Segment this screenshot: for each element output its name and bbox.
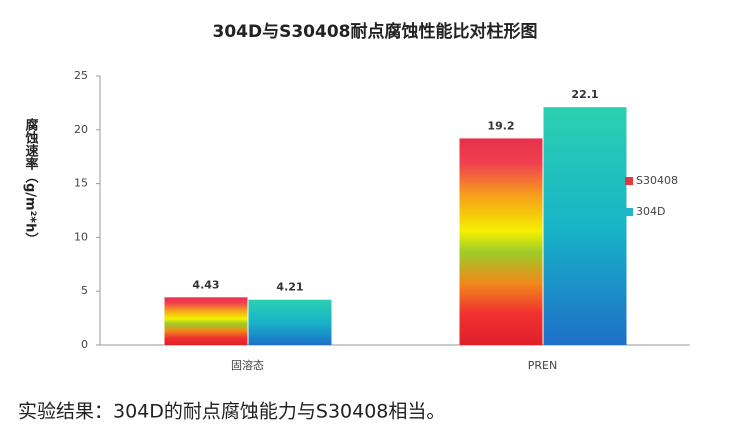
legend-label: 304D [636,205,665,218]
x-tick-label: 固溶态 [231,358,264,372]
legend-label: S30408 [636,174,678,187]
legend-swatch [625,208,633,216]
y-tick-label: 0 [81,338,88,351]
bar [164,297,248,345]
bar [248,299,332,345]
value-label: 19.2 [487,119,514,132]
legend-swatch [625,177,633,185]
y-tick-label: 5 [81,284,88,297]
bar [543,107,627,345]
x-tick-label: PREN [528,359,557,372]
y-axis-label: 腐蚀速率（g/m²*h） [23,117,40,245]
y-tick-label: 10 [74,230,88,243]
chart-title: 304D与S30408耐点腐蚀性能比对柱形图 [213,21,538,42]
value-label: 4.43 [192,278,219,291]
caption: 实验结果：304D的耐点腐蚀能力与S30408相当。 [18,401,445,423]
y-tick-label: 20 [74,123,88,136]
y-tick-label: 25 [74,69,88,82]
value-label: 22.1 [571,88,598,101]
value-label: 4.21 [276,281,303,294]
bar [459,138,543,345]
y-tick-label: 15 [74,177,88,190]
